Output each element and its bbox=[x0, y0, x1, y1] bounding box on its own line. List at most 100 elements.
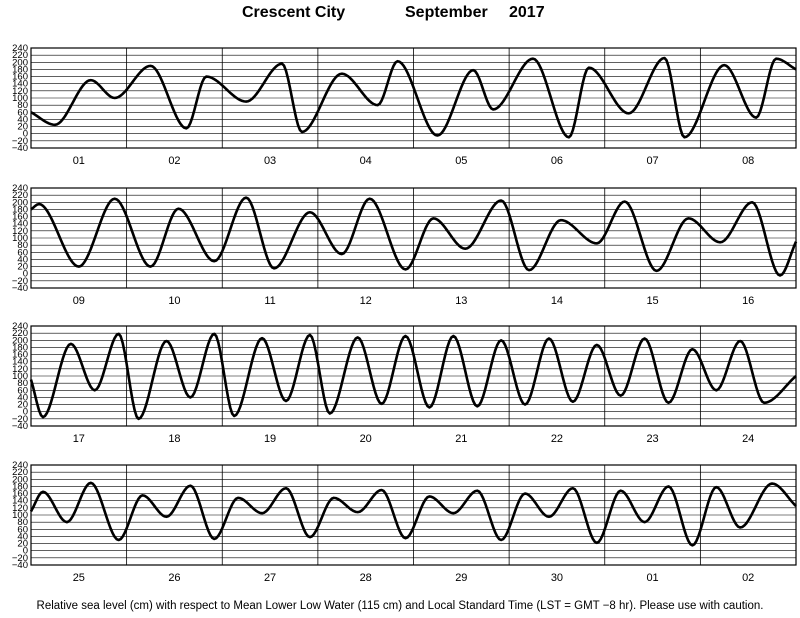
y-tick-label: 20 bbox=[17, 400, 28, 411]
y-tick-label: 160 bbox=[12, 350, 28, 361]
y-tick-label: 160 bbox=[12, 489, 28, 500]
y-tick-label: 180 bbox=[12, 204, 28, 215]
y-tick-label: 100 bbox=[12, 233, 28, 244]
day-label: 02 bbox=[742, 572, 754, 584]
chart-panel-2: 240220200180160140120100806040200−20−400… bbox=[12, 183, 798, 307]
chart-panel-3: 240220200180160140120100806040200−20−401… bbox=[12, 321, 797, 445]
day-label: 20 bbox=[360, 433, 372, 445]
y-tick-label: 120 bbox=[12, 503, 28, 514]
y-tick-label: 140 bbox=[12, 79, 28, 90]
panel-frame bbox=[30, 464, 797, 566]
day-label: 29 bbox=[455, 572, 467, 584]
y-tick-label: 80 bbox=[17, 240, 28, 251]
y-tick-label: 220 bbox=[12, 328, 28, 339]
day-label: 21 bbox=[455, 433, 467, 445]
station-name: Crescent City bbox=[242, 4, 346, 21]
day-label: 25 bbox=[73, 572, 85, 584]
y-tick-label: 200 bbox=[12, 335, 28, 346]
tide-series-line bbox=[29, 481, 797, 547]
tide-series-line bbox=[30, 196, 798, 277]
y-tick-label: 80 bbox=[17, 100, 28, 111]
y-tick-label: 100 bbox=[12, 510, 28, 521]
panel-frame bbox=[30, 47, 797, 149]
tide-series-line bbox=[30, 56, 797, 139]
month-label: September bbox=[405, 4, 488, 21]
y-tick-label: 120 bbox=[12, 226, 28, 237]
day-label: 08 bbox=[742, 155, 754, 167]
chart-panel-1: 240220200180160140120100806040200−20−400… bbox=[12, 43, 797, 167]
y-tick-label: 20 bbox=[17, 539, 28, 550]
chart-title: Crescent City September 2017 bbox=[0, 4, 800, 26]
y-tick-label: 180 bbox=[12, 64, 28, 75]
day-label: 10 bbox=[168, 295, 180, 307]
y-tick-label: 60 bbox=[17, 107, 28, 118]
y-tick-label: 0 bbox=[23, 407, 28, 418]
day-label: 14 bbox=[551, 295, 563, 307]
y-tick-label: −40 bbox=[12, 421, 28, 432]
y-tick-label: 240 bbox=[12, 43, 28, 54]
y-tick-label: −20 bbox=[12, 414, 28, 425]
day-label: 01 bbox=[646, 572, 658, 584]
y-tick-label: 0 bbox=[23, 269, 28, 280]
y-tick-label: 100 bbox=[12, 93, 28, 104]
y-tick-label: 220 bbox=[12, 467, 28, 478]
day-label: 18 bbox=[168, 433, 180, 445]
y-tick-label: 40 bbox=[17, 114, 28, 125]
y-tick-label: −40 bbox=[12, 560, 28, 571]
y-tick-label: 20 bbox=[17, 122, 28, 133]
tide-series-line bbox=[29, 332, 797, 421]
y-tick-label: 40 bbox=[17, 392, 28, 403]
day-label: 11 bbox=[264, 295, 275, 307]
y-tick-label: 200 bbox=[12, 197, 28, 208]
day-label: 12 bbox=[360, 295, 372, 307]
day-label: 03 bbox=[264, 155, 276, 167]
y-tick-label: 60 bbox=[17, 524, 28, 535]
y-tick-label: 140 bbox=[12, 219, 28, 230]
y-tick-label: 0 bbox=[23, 129, 28, 140]
y-tick-label: 140 bbox=[12, 496, 28, 507]
y-tick-label: 240 bbox=[12, 183, 28, 194]
day-label: 05 bbox=[455, 155, 467, 167]
day-label: 19 bbox=[264, 433, 276, 445]
day-label: 27 bbox=[264, 572, 276, 584]
y-tick-label: 160 bbox=[12, 72, 28, 83]
y-tick-label: −20 bbox=[12, 553, 28, 564]
y-tick-label: −20 bbox=[12, 276, 28, 287]
day-label: 17 bbox=[73, 433, 85, 445]
day-label: 16 bbox=[742, 295, 754, 307]
day-label: 23 bbox=[646, 433, 658, 445]
y-tick-label: 180 bbox=[12, 481, 28, 492]
y-tick-label: −40 bbox=[12, 143, 28, 154]
panel-frame bbox=[30, 187, 797, 289]
y-tick-label: 20 bbox=[17, 262, 28, 273]
y-tick-label: 240 bbox=[12, 321, 28, 332]
day-label: 22 bbox=[551, 433, 563, 445]
y-tick-label: 100 bbox=[12, 371, 28, 382]
day-label: 30 bbox=[551, 572, 563, 584]
footer-note: Relative sea level (cm) with respect to … bbox=[36, 600, 764, 612]
day-label: 26 bbox=[168, 572, 180, 584]
y-tick-label: 40 bbox=[17, 531, 28, 542]
y-tick-label: 40 bbox=[17, 254, 28, 265]
y-tick-label: 180 bbox=[12, 342, 28, 353]
day-label: 01 bbox=[73, 155, 85, 167]
y-tick-label: 80 bbox=[17, 378, 28, 389]
y-tick-label: 240 bbox=[12, 460, 28, 471]
y-tick-label: 80 bbox=[17, 517, 28, 528]
day-label: 06 bbox=[551, 155, 563, 167]
y-tick-label: 60 bbox=[17, 247, 28, 258]
y-tick-label: 200 bbox=[12, 57, 28, 68]
y-tick-label: 140 bbox=[12, 357, 28, 368]
y-tick-label: 200 bbox=[12, 474, 28, 485]
y-tick-label: −40 bbox=[12, 283, 28, 294]
day-label: 07 bbox=[646, 155, 658, 167]
y-tick-label: 60 bbox=[17, 385, 28, 396]
day-label: 15 bbox=[646, 295, 658, 307]
day-label: 04 bbox=[360, 155, 372, 167]
y-tick-label: 120 bbox=[12, 86, 28, 97]
y-tick-label: 220 bbox=[12, 190, 28, 201]
y-tick-label: 160 bbox=[12, 212, 28, 223]
year-label: 2017 bbox=[509, 4, 545, 21]
